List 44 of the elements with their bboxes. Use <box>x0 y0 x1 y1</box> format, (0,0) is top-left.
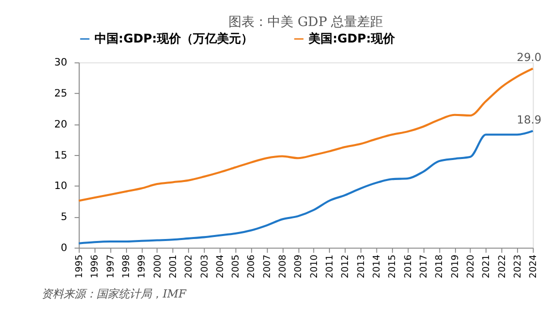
y-tick-label: 15 <box>54 150 68 162</box>
y-tick-label: 0 <box>60 242 68 254</box>
line-series <box>78 130 534 244</box>
x-tick-label: 1996 <box>90 254 101 278</box>
x-tick-label: 2007 <box>262 254 273 278</box>
x-tick-label: 2016 <box>402 254 414 278</box>
x-tick-label: 2022 <box>496 254 508 278</box>
legend-label: 中国:GDP:现价（万亿美元） <box>94 32 253 46</box>
y-tick-label: 30 <box>54 58 68 69</box>
text: 资料来源：国家统计局，IMF <box>42 288 188 301</box>
x-tick-label: 2001 <box>168 254 179 278</box>
legend-label: 美国:GDP:现价 <box>308 32 396 46</box>
x-tick-label: 2003 <box>199 254 210 278</box>
x-tick-label: 2024 <box>528 254 540 278</box>
x-tick-label: 2021 <box>481 254 492 278</box>
y-tick-label: 10 <box>54 181 68 192</box>
x-tick-label: 2000 <box>152 254 164 278</box>
x-tick-label: 2014 <box>372 254 382 278</box>
x-tick-label: 2013 <box>356 254 367 278</box>
x-tick-label: 2010 <box>308 254 320 278</box>
x-tick-label: 2017 <box>418 254 430 278</box>
x-tick-label: 1999 <box>136 254 148 278</box>
chart-title: 图表：中美 GDP 总量差距 <box>228 14 384 30</box>
x-tick-label: 2019 <box>450 254 461 278</box>
y-tick-label: 25 <box>54 88 68 100</box>
x-tick-label: 2015 <box>387 254 398 278</box>
x-tick-label: 2006 <box>246 254 258 278</box>
y-tick-label: 5 <box>60 212 68 224</box>
x-tick-label: 1997 <box>105 254 116 278</box>
x-tick-label: 2023 <box>512 254 524 278</box>
x-tick-label: 2012 <box>340 254 352 278</box>
x-tick-label: 2018 <box>434 254 446 278</box>
x-tick-label: 2009 <box>293 254 304 278</box>
data-label: 29.0 <box>516 51 542 64</box>
x-tick-label: 2020 <box>465 254 476 278</box>
x-tick-label: 2004 <box>214 254 226 278</box>
x-tick-label: 2011 <box>324 254 336 278</box>
x-tick-label: 2008 <box>278 254 289 278</box>
x-tick-label: 1998 <box>120 254 132 278</box>
x-tick-label: 2002 <box>184 254 195 278</box>
y-tick-label: 20 <box>54 119 68 130</box>
x-tick-label: 2005 <box>230 254 242 278</box>
data-label: 18.9 <box>516 114 542 127</box>
x-tick-label: 1995 <box>74 254 86 278</box>
